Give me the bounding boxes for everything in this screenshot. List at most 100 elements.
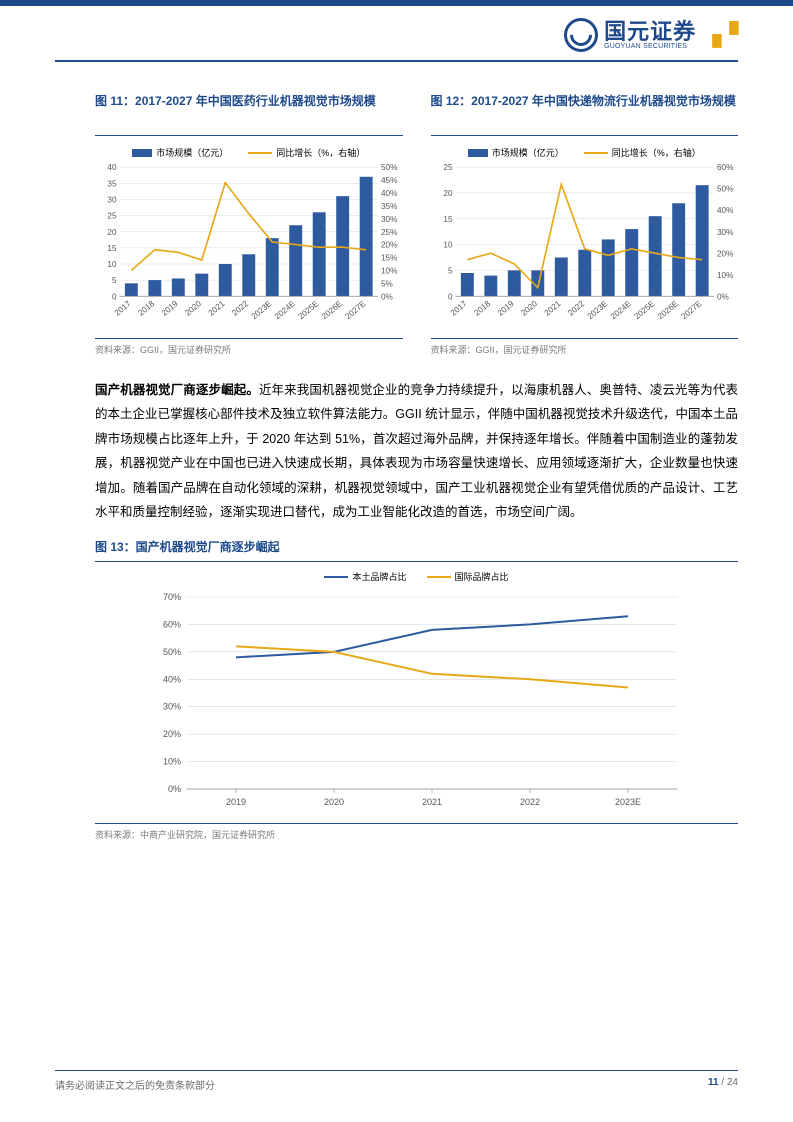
svg-text:10: 10 [443, 241, 453, 250]
svg-text:20%: 20% [162, 729, 180, 739]
chart-11-title: 图 11：2017-2027 年中国医药行业机器视觉市场规模 [95, 92, 403, 136]
svg-text:2017: 2017 [448, 299, 468, 318]
svg-text:5%: 5% [381, 279, 393, 288]
legend-line2-label: 国际品牌占比 [455, 570, 509, 583]
legend-bar-icon [468, 149, 488, 157]
page-content: 图 11：2017-2027 年中国医药行业机器视觉市场规模 市场规模（亿元） … [0, 62, 793, 841]
page-total: 24 [727, 1077, 738, 1088]
svg-text:2018: 2018 [472, 299, 492, 318]
svg-text:0%: 0% [167, 784, 180, 794]
svg-text:2027E: 2027E [679, 299, 703, 321]
svg-text:2019: 2019 [495, 299, 515, 318]
company-logo: 国元证券 GUOYUAN SECURITIES ▗▝ [564, 18, 738, 52]
svg-text:2022: 2022 [519, 797, 539, 807]
svg-text:2025E: 2025E [297, 299, 321, 321]
svg-text:5: 5 [112, 276, 117, 285]
svg-text:35: 35 [107, 179, 117, 188]
chart-11-block: 图 11：2017-2027 年中国医药行业机器视觉市场规模 市场规模（亿元） … [95, 92, 403, 356]
body-paragraph: 国产机器视觉厂商逐步崛起。近年来我国机器视觉企业的竞争力持续提升，以海康机器人、… [95, 378, 738, 524]
legend-line1-label: 本土品牌占比 [352, 570, 406, 583]
svg-text:2020: 2020 [183, 299, 203, 318]
svg-text:0%: 0% [381, 292, 393, 301]
chart-12-title: 图 12：2017-2027 年中国快递物流行业机器视觉市场规模 [431, 92, 739, 136]
svg-text:60%: 60% [716, 163, 732, 172]
page-current: 11 [708, 1077, 719, 1088]
svg-text:2020: 2020 [519, 299, 539, 318]
svg-text:70%: 70% [162, 592, 180, 602]
svg-text:2021: 2021 [542, 299, 562, 318]
paragraph-lead: 国产机器视觉厂商逐步崛起。 [95, 383, 259, 397]
svg-text:10: 10 [107, 260, 117, 269]
chart-13-title: 图 13：国产机器视觉厂商逐步崛起 [95, 532, 738, 562]
svg-text:40%: 40% [381, 189, 397, 198]
footer-disclaimer: 请务必阅读正文之后的免责条款部分 [55, 1077, 215, 1092]
legend-line1-icon [324, 576, 348, 578]
paragraph-body: 近年来我国机器视觉企业的竞争力持续提升，以海康机器人、奥普特、凌云光等为代表的本… [95, 383, 738, 519]
logo-text-cn: 国元证券 [604, 21, 696, 43]
svg-text:2023E: 2023E [250, 299, 274, 321]
legend-line-label: 同比增长（%，右轴） [612, 146, 701, 159]
svg-text:10%: 10% [162, 757, 180, 767]
svg-text:0: 0 [447, 292, 452, 301]
svg-text:2018: 2018 [136, 299, 156, 318]
svg-text:2023E: 2023E [585, 299, 609, 321]
svg-text:30: 30 [107, 195, 117, 204]
svg-text:15: 15 [443, 215, 453, 224]
svg-text:30%: 30% [716, 228, 732, 237]
svg-text:15: 15 [107, 244, 117, 253]
chart-13-svg: 0%10%20%30%40%50%60%70%20192020202120222… [137, 587, 697, 817]
svg-text:25%: 25% [381, 228, 397, 237]
svg-text:15%: 15% [381, 254, 397, 263]
svg-text:10%: 10% [716, 271, 732, 280]
legend-bar-label: 市场规模（亿元） [492, 146, 564, 159]
svg-text:2024E: 2024E [273, 299, 297, 321]
page-footer: 请务必阅读正文之后的免责条款部分 11 / 24 [55, 1070, 738, 1092]
svg-text:60%: 60% [162, 620, 180, 630]
logo-text-en: GUOYUAN SECURITIES [604, 43, 696, 50]
svg-text:2026E: 2026E [320, 299, 344, 321]
svg-text:2025E: 2025E [632, 299, 656, 321]
chart-12-legend: 市场规模（亿元） 同比增长（%，右轴） [431, 146, 739, 159]
svg-text:2021: 2021 [421, 797, 441, 807]
legend-line-icon [248, 152, 272, 154]
chart-12-block: 图 12：2017-2027 年中国快递物流行业机器视觉市场规模 市场规模（亿元… [431, 92, 739, 356]
svg-text:0: 0 [112, 292, 117, 301]
chart-12-svg: 05101520250%10%20%30%40%50%60%2017201820… [431, 163, 739, 327]
svg-text:25: 25 [107, 212, 117, 221]
svg-text:20: 20 [443, 189, 453, 198]
svg-text:2019: 2019 [225, 797, 245, 807]
svg-text:50%: 50% [716, 185, 732, 194]
svg-text:30%: 30% [162, 702, 180, 712]
legend-line-label: 同比增长（%，右轴） [276, 146, 365, 159]
chart-11-legend: 市场规模（亿元） 同比增长（%，右轴） [95, 146, 403, 159]
legend-bar-label: 市场规模（亿元） [156, 146, 228, 159]
chart-11-svg: 05101520253035400%5%10%15%20%25%30%35%40… [95, 163, 403, 327]
svg-text:2027E: 2027E [344, 299, 368, 321]
svg-text:40%: 40% [716, 206, 732, 215]
svg-text:2022: 2022 [566, 299, 586, 318]
svg-text:2020: 2020 [323, 797, 343, 807]
svg-text:2024E: 2024E [609, 299, 633, 321]
page-sep: / [719, 1077, 727, 1088]
page-header: 国元证券 GUOYUAN SECURITIES ▗▝ [0, 6, 793, 60]
legend-line-icon [584, 152, 608, 154]
svg-text:20: 20 [107, 228, 117, 237]
chart-11-source: 资料来源：GGII，国元证券研究所 [95, 338, 403, 356]
svg-text:40: 40 [107, 163, 117, 172]
chart-12-source: 资料来源：GGII，国元证券研究所 [431, 338, 739, 356]
legend-line2-icon [427, 576, 451, 578]
logo-accent-icon: ▗▝ [704, 28, 738, 41]
chart-13-legend: 本土品牌占比 国际品牌占比 [95, 570, 738, 583]
svg-text:2026E: 2026E [656, 299, 680, 321]
svg-text:40%: 40% [162, 675, 180, 685]
logo-icon [564, 18, 598, 52]
svg-text:50%: 50% [381, 163, 397, 172]
svg-text:35%: 35% [381, 202, 397, 211]
page-number: 11 / 24 [708, 1077, 738, 1092]
svg-text:20%: 20% [716, 249, 732, 258]
svg-text:5: 5 [447, 266, 452, 275]
svg-text:2023E: 2023E [614, 797, 640, 807]
svg-text:30%: 30% [381, 215, 397, 224]
legend-bar-icon [132, 149, 152, 157]
svg-text:25: 25 [443, 163, 453, 172]
